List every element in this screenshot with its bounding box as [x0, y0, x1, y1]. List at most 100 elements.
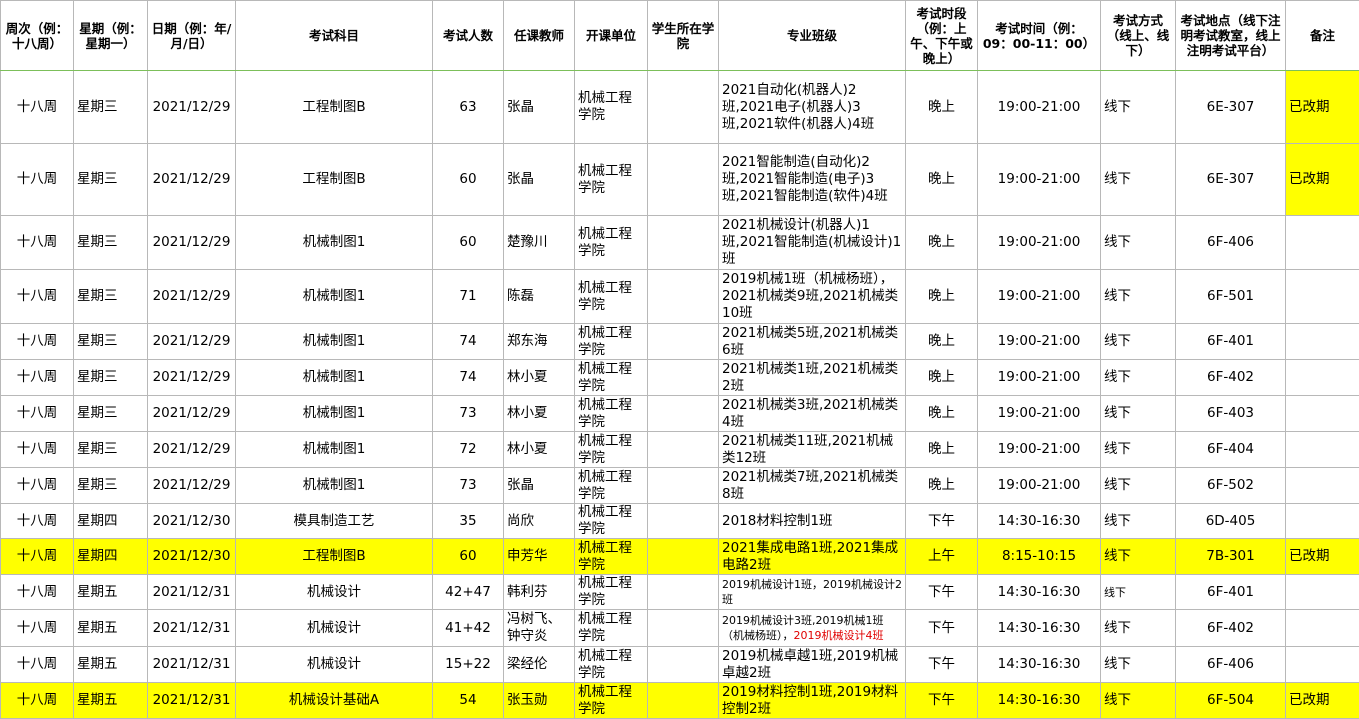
cell: 工程制图B [236, 71, 433, 144]
cell: 2021/12/29 [148, 360, 236, 396]
cell: 星期三 [74, 324, 148, 360]
cell: 十八周 [1, 71, 74, 144]
cell: 2021智能制造(自动化)2班,2021智能制造(电子)3班,2021智能制造(… [719, 144, 906, 216]
cell: 2021/12/31 [148, 647, 236, 683]
cell: 机械工程学院 [575, 468, 648, 504]
cell: 6E-307 [1176, 71, 1286, 144]
cell: 机械设计基础A [236, 683, 433, 719]
cell: 十八周 [1, 647, 74, 683]
cell: 73 [433, 468, 504, 504]
cell: 19:00-21:00 [978, 396, 1101, 432]
header-cell: 日期（例：年/月/日） [148, 1, 236, 71]
cell: 机械工程学院 [575, 610, 648, 647]
cell: 晚上 [906, 432, 978, 468]
cell: 张玉勋 [504, 683, 575, 719]
cell: 15+22 [433, 647, 504, 683]
empty-cell [1286, 575, 1359, 610]
cell: 星期三 [74, 360, 148, 396]
cell: 十八周 [1, 144, 74, 216]
empty-cell [1286, 468, 1359, 504]
cell: 74 [433, 360, 504, 396]
cell: 41+42 [433, 610, 504, 647]
header-cell: 周次（例：十八周） [1, 1, 74, 71]
cell: 星期四 [74, 504, 148, 539]
cell: 已改期 [1286, 539, 1359, 575]
cell: 星期五 [74, 610, 148, 647]
cell: 6F-403 [1176, 396, 1286, 432]
cell: 19:00-21:00 [978, 432, 1101, 468]
cell: 2021/12/29 [148, 396, 236, 432]
cell: 星期五 [74, 575, 148, 610]
cell: 楚豫川 [504, 216, 575, 270]
cell: 晚上 [906, 396, 978, 432]
cell: 线下 [1101, 610, 1176, 647]
cell: 2021集成电路1班,2021集成电路2班 [719, 539, 906, 575]
header-cell: 任课教师 [504, 1, 575, 71]
cell: 晚上 [906, 324, 978, 360]
cell: 十八周 [1, 270, 74, 324]
cell: 19:00-21:00 [978, 324, 1101, 360]
header-cell: 考试方式（线上、线下） [1101, 1, 1176, 71]
cell: 机械工程学院 [575, 144, 648, 216]
cell: 下午 [906, 575, 978, 610]
cell: 6F-406 [1176, 216, 1286, 270]
cell: 已改期 [1286, 683, 1359, 719]
cell: 机械设计 [236, 647, 433, 683]
cell: 林小夏 [504, 432, 575, 468]
header-cell: 考试人数 [433, 1, 504, 71]
empty-cell [648, 144, 719, 216]
cell: 线下 [1101, 575, 1176, 610]
cell: 73 [433, 396, 504, 432]
cell: 机械工程学院 [575, 360, 648, 396]
empty-cell [1286, 432, 1359, 468]
cell: 星期三 [74, 396, 148, 432]
cell: 2021机械类7班,2021机械类8班 [719, 468, 906, 504]
cell: 72 [433, 432, 504, 468]
cell: 2021机械类1班,2021机械类2班 [719, 360, 906, 396]
cell: 机械工程学院 [575, 504, 648, 539]
empty-cell [648, 216, 719, 270]
cell: 模具制造工艺 [236, 504, 433, 539]
cell: 2021自动化(机器人)2班,2021电子(机器人)3班,2021软件(机器人)… [719, 71, 906, 144]
empty-cell [648, 270, 719, 324]
cell: 张晶 [504, 144, 575, 216]
cell: 十八周 [1, 539, 74, 575]
cell: 机械工程学院 [575, 432, 648, 468]
cell: 2019机械设计3班,2019机械1班（机械杨班），2019机械设计4班 [719, 610, 906, 647]
empty-cell [648, 324, 719, 360]
cell: 机械制图1 [236, 324, 433, 360]
cell: 19:00-21:00 [978, 360, 1101, 396]
cell: 19:00-21:00 [978, 144, 1101, 216]
empty-cell [648, 468, 719, 504]
cell: 星期三 [74, 144, 148, 216]
header-cell: 备注 [1286, 1, 1359, 71]
cell: 19:00-21:00 [978, 468, 1101, 504]
cell: 19:00-21:00 [978, 71, 1101, 144]
cell: 已改期 [1286, 144, 1359, 216]
cell: 晚上 [906, 216, 978, 270]
cell: 下午 [906, 504, 978, 539]
cell: 机械制图1 [236, 468, 433, 504]
cell: 机械制图1 [236, 270, 433, 324]
cell: 2019机械卓越1班,2019机械卓越2班 [719, 647, 906, 683]
cell: 2021/12/29 [148, 468, 236, 504]
cell: 6D-405 [1176, 504, 1286, 539]
cell: 晚上 [906, 468, 978, 504]
cell: 线下 [1101, 468, 1176, 504]
cell: 机械工程学院 [575, 216, 648, 270]
empty-cell [648, 610, 719, 647]
cell: 机械工程学院 [575, 647, 648, 683]
cell: 35 [433, 504, 504, 539]
cell: 线下 [1101, 432, 1176, 468]
cell: 2021/12/29 [148, 216, 236, 270]
empty-cell [1286, 216, 1359, 270]
cell: 14:30-16:30 [978, 610, 1101, 647]
cell: 63 [433, 71, 504, 144]
